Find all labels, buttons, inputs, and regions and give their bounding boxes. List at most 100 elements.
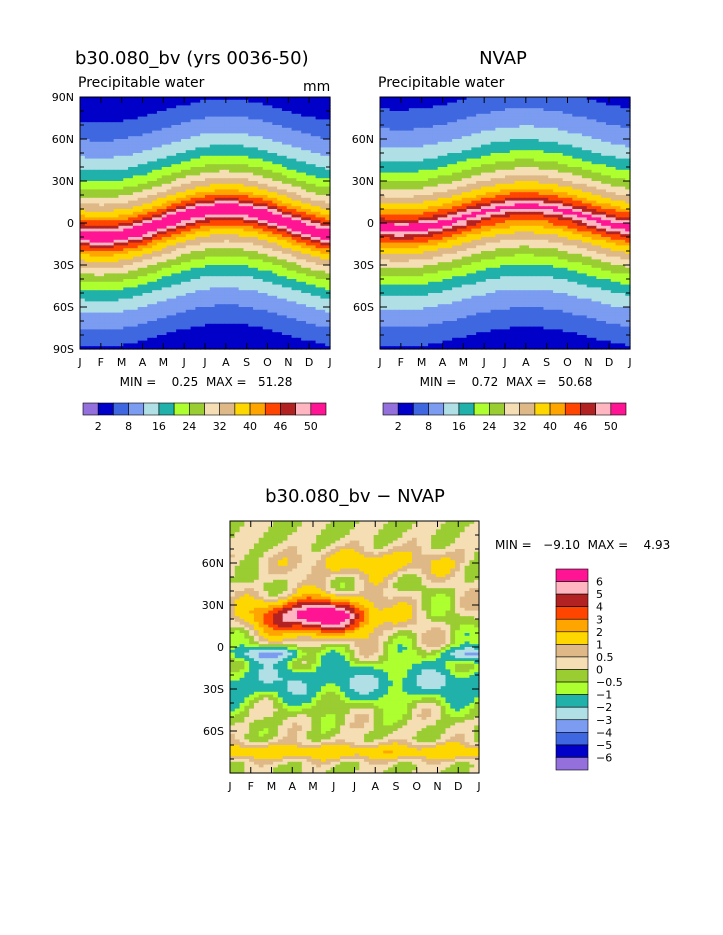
field-cell — [171, 301, 177, 305]
field-cell — [80, 192, 86, 196]
field-cell — [166, 209, 172, 213]
field-cell — [325, 206, 331, 210]
field-cell — [267, 153, 273, 157]
field-cell — [262, 284, 269, 288]
field-cell — [301, 108, 307, 112]
field-cell — [320, 195, 326, 199]
field-cell — [315, 116, 321, 120]
field-cell — [94, 136, 100, 140]
field-cell — [190, 337, 196, 342]
field-cell — [461, 102, 468, 106]
field-cell — [99, 102, 105, 106]
field-cell — [147, 234, 153, 238]
field-cell — [267, 116, 273, 120]
field-cell — [84, 102, 91, 106]
field-cell — [305, 251, 312, 255]
field-cell — [257, 253, 264, 258]
field-cell — [113, 220, 120, 224]
field-cell — [84, 307, 91, 311]
field-cell — [301, 293, 307, 297]
field-cell — [108, 307, 115, 311]
field-cell — [301, 237, 307, 241]
field-cell — [480, 105, 487, 109]
field-cell — [277, 234, 283, 238]
field-cell — [190, 304, 196, 308]
field-cell — [533, 99, 540, 104]
field-cell — [132, 223, 139, 227]
field-cell — [147, 332, 153, 336]
field-cell — [253, 183, 259, 188]
field-cell — [224, 195, 230, 199]
field-cell — [205, 267, 211, 272]
field-cell — [233, 262, 240, 266]
field-cell — [84, 122, 91, 126]
field-cell — [281, 337, 288, 342]
field-cell — [185, 102, 192, 106]
field-cell — [214, 155, 221, 160]
field-cell — [214, 321, 221, 325]
field-cell — [281, 343, 288, 347]
field-cell — [291, 312, 297, 316]
field-cell — [185, 315, 192, 319]
field-cell — [214, 242, 221, 246]
field-cell — [253, 195, 259, 199]
field-cell — [262, 295, 269, 300]
field-cell — [123, 203, 129, 207]
field-cell — [229, 183, 235, 188]
field-cell — [205, 141, 211, 146]
field-cell — [257, 326, 264, 330]
field-cell — [113, 287, 120, 291]
field-cell — [104, 147, 110, 151]
field-cell — [272, 130, 278, 134]
field-cell — [253, 312, 259, 316]
field-cell — [84, 281, 91, 286]
field-cell — [156, 223, 163, 227]
field-cell — [291, 178, 297, 182]
field-cell — [214, 281, 221, 286]
field-cell — [89, 225, 96, 230]
field-cell — [238, 200, 245, 204]
field-cell — [161, 164, 168, 168]
field-cell — [108, 304, 115, 308]
field-cell — [142, 273, 148, 277]
field-cell — [209, 343, 216, 347]
field-cell — [253, 340, 259, 344]
field-cell — [277, 214, 283, 218]
field-cell — [152, 130, 158, 134]
field-cell — [142, 346, 148, 350]
field-cell — [224, 337, 230, 342]
field-cell — [152, 309, 158, 314]
field-cell — [267, 225, 273, 230]
colorbar-swatch — [249, 402, 266, 416]
field-cell — [166, 111, 172, 115]
field-cell — [214, 111, 221, 115]
field-cell — [219, 270, 225, 274]
field-cell — [315, 147, 321, 151]
field-cell — [301, 102, 307, 106]
field-cell — [229, 346, 235, 350]
colorbar-swatch — [264, 402, 281, 416]
field-cell — [325, 293, 331, 297]
field-cell — [142, 102, 148, 106]
field-cell — [233, 220, 240, 224]
field-cell — [262, 237, 269, 241]
field-cell — [418, 105, 424, 109]
field-cell — [281, 209, 288, 213]
field-cell — [94, 147, 100, 151]
field-cell — [108, 290, 115, 294]
field-cell — [123, 337, 129, 342]
field-cell — [238, 245, 245, 249]
field-cell — [94, 125, 100, 129]
field-cell — [253, 251, 259, 255]
field-cell — [156, 234, 163, 238]
field-cell — [190, 340, 196, 344]
field-cell — [219, 346, 225, 350]
field-cell — [152, 158, 158, 162]
field-cell — [80, 181, 86, 185]
field-cell — [257, 214, 264, 218]
field-cell — [156, 133, 163, 137]
field-cell — [238, 267, 245, 272]
field-cell — [233, 273, 240, 277]
field-cell — [262, 223, 269, 227]
field-cell — [262, 164, 269, 168]
